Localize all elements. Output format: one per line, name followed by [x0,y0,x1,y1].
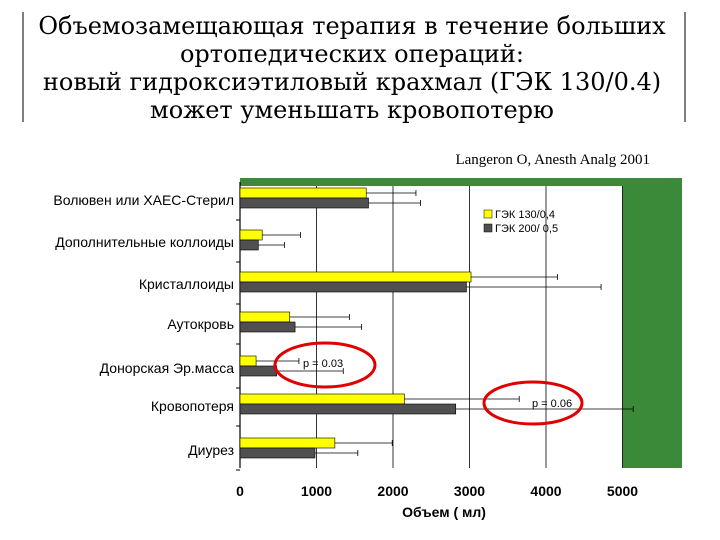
bar-series1 [239,271,472,283]
bar-series1 [239,229,263,241]
legend-swatch [483,209,493,219]
title-line-1: Объемозамещающая терапия в течение больш… [38,12,666,40]
legend-swatch [483,223,493,233]
bar-series1 [239,393,405,405]
bar-series2 [239,365,278,377]
category-label: Кровопотеря [151,398,234,414]
bar-series1 [239,437,336,449]
p-value-label: p = 0.06 [532,398,572,410]
bar-series1 [239,355,257,367]
x-tick-label: 2000 [377,483,408,499]
bar-series2 [239,321,296,333]
bar-series2 [239,197,369,209]
x-tick-label: 1000 [301,483,332,499]
category-label: Аутокровь [167,316,234,332]
bar-series1 [239,311,291,323]
bar-series2 [239,403,457,415]
title-line-3: новый гидроксиэтиловый крахмал (ГЭК 130/… [42,68,662,96]
category-label: Волювен или ХАЕС-Стерил [53,192,234,208]
x-tick-label: 3000 [454,483,485,499]
title-line-2: ортопедических операций: [179,40,524,68]
category-label: Донорская Эр.масса [100,360,235,376]
title-line-4: может уменьшать кровопотерю [150,96,554,124]
category-label: Кристаллоиды [139,276,234,292]
title-bracket [22,12,686,122]
highlight-circle [482,380,584,426]
category-label: Дополнительные коллоиды [55,234,234,250]
bar-series2 [239,447,316,459]
x-tick-label: 4000 [530,483,561,499]
p-value-label: p = 0.03 [303,358,343,370]
legend-entry: ГЭК 130/0,4 [495,209,555,221]
citation: Langeron O, Anesth Analg 2001 [455,152,650,168]
slide-title: Объемозамещающая терапия в течение больш… [24,12,680,124]
legend-entry: ГЭК 200/ 0,5 [495,223,558,235]
x-tick-label: 5000 [607,483,638,499]
x-axis-title: Объем ( мл) [402,504,486,520]
bar-series2 [239,239,259,251]
bar-series2 [239,281,467,293]
category-label: Диурез [188,442,234,458]
bar-series1 [239,187,367,199]
highlight-circle [273,341,377,389]
x-tick-label: 0 [236,483,244,499]
